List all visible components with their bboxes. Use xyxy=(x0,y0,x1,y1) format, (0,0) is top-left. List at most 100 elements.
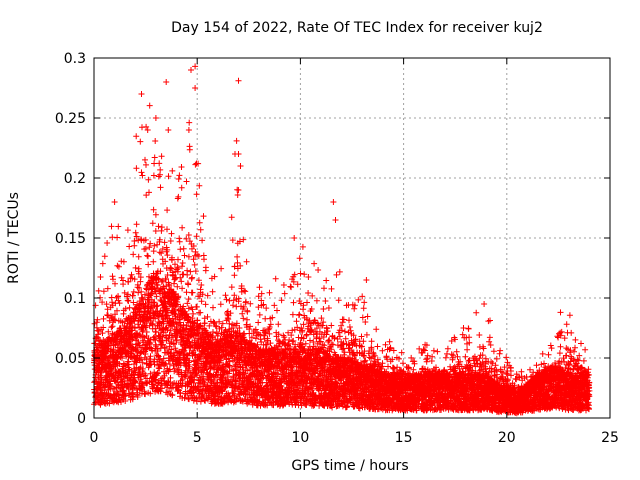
data-point xyxy=(180,245,187,252)
data-point xyxy=(132,229,139,236)
data-point xyxy=(183,178,190,185)
data-point xyxy=(160,320,167,327)
data-point xyxy=(164,272,171,278)
data-point xyxy=(234,253,241,260)
data-point xyxy=(134,394,141,400)
data-point xyxy=(175,256,181,263)
data-point xyxy=(160,329,167,336)
data-point xyxy=(97,274,104,280)
data-point xyxy=(125,278,132,285)
data-point xyxy=(209,288,216,295)
data-point xyxy=(133,133,140,140)
data-point xyxy=(275,321,282,328)
data-point xyxy=(133,233,140,240)
data-point xyxy=(100,288,107,295)
data-point xyxy=(124,227,131,234)
data-point xyxy=(167,238,174,244)
data-point xyxy=(99,299,106,306)
data-point xyxy=(131,325,138,332)
data-point xyxy=(154,302,161,309)
data-point xyxy=(158,278,165,285)
data-point xyxy=(104,240,111,246)
data-point xyxy=(172,261,178,268)
data-point xyxy=(233,137,240,144)
data-point xyxy=(164,382,171,388)
data-point xyxy=(168,346,175,353)
data-point xyxy=(155,352,161,359)
data-point xyxy=(132,264,139,271)
data-point xyxy=(363,331,370,338)
data-point xyxy=(142,245,149,252)
data-point xyxy=(280,282,287,288)
data-point xyxy=(322,298,329,304)
data-point xyxy=(183,289,190,296)
data-point xyxy=(105,328,112,335)
data-point xyxy=(197,309,204,316)
data-point xyxy=(135,270,142,277)
data-point xyxy=(167,374,174,381)
data-point xyxy=(179,224,186,231)
data-point xyxy=(164,246,171,253)
data-point xyxy=(307,337,313,344)
data-point xyxy=(153,293,160,300)
data-point xyxy=(149,320,156,327)
data-point xyxy=(109,299,116,306)
data-point xyxy=(301,271,308,278)
data-point xyxy=(184,300,191,307)
data-point xyxy=(197,226,204,233)
data-point xyxy=(135,289,142,296)
data-point xyxy=(157,363,164,370)
data-point xyxy=(189,274,196,281)
data-point xyxy=(114,262,121,269)
data-point xyxy=(143,161,149,168)
data-point xyxy=(126,243,133,250)
data-point xyxy=(272,275,279,282)
data-point xyxy=(115,223,122,230)
data-point xyxy=(178,164,185,170)
data-point xyxy=(287,283,294,290)
data-point xyxy=(99,260,106,267)
data-point xyxy=(152,138,159,144)
data-point xyxy=(297,270,304,277)
data-point xyxy=(147,390,154,397)
data-point xyxy=(126,304,133,311)
data-point xyxy=(152,211,159,218)
data-point xyxy=(311,260,318,267)
data-point xyxy=(177,246,184,253)
data-point xyxy=(116,300,123,307)
data-point xyxy=(139,381,146,387)
data-point xyxy=(218,265,225,272)
data-point xyxy=(157,184,164,191)
data-point xyxy=(167,349,173,356)
data-point xyxy=(147,240,154,247)
data-point xyxy=(142,156,148,163)
data-point xyxy=(230,302,236,309)
data-point xyxy=(130,251,137,258)
data-point xyxy=(293,318,300,325)
data-point xyxy=(138,288,145,295)
data-point xyxy=(120,258,127,265)
data-point xyxy=(151,242,158,249)
data-point xyxy=(152,315,159,322)
data-point xyxy=(333,271,340,278)
data-point xyxy=(169,167,176,174)
data-point xyxy=(151,160,158,167)
data-point xyxy=(178,278,185,285)
data-point xyxy=(98,374,105,381)
data-point xyxy=(131,276,138,283)
data-point xyxy=(158,153,165,160)
data-point xyxy=(204,313,211,320)
data-point xyxy=(243,258,250,265)
data-point xyxy=(290,299,297,306)
data-point xyxy=(156,236,163,243)
data-point xyxy=(313,334,320,341)
data-point xyxy=(137,274,144,281)
data-point xyxy=(138,373,144,380)
data-point xyxy=(368,338,375,345)
data-point xyxy=(244,308,251,315)
data-point xyxy=(152,228,159,234)
data-point xyxy=(155,313,162,319)
data-point xyxy=(153,343,160,350)
data-point xyxy=(157,268,164,275)
data-point xyxy=(192,161,199,168)
